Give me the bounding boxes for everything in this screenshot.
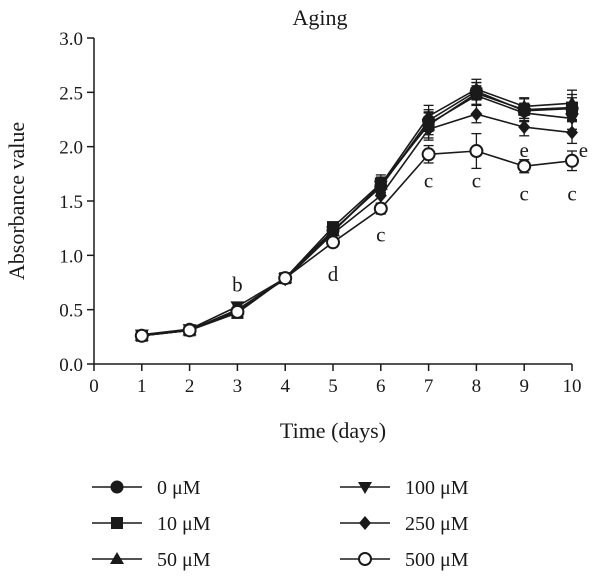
x-tick-label: 3 (233, 376, 243, 397)
series-line (141, 88, 573, 337)
data-point (182, 323, 197, 338)
legend-label: 100 μM (405, 477, 469, 499)
legend: 0 μM 10 μM 50 μM 100 μM 250 μM 500 μM (92, 477, 469, 571)
significance-annotation: c (376, 223, 385, 247)
data-point (326, 235, 340, 250)
series-triangle-up-filled (134, 78, 579, 341)
data-point (470, 107, 483, 122)
x-axis-label: Time (days) (280, 418, 386, 443)
annotation-layer: b dcc cc ce e (232, 138, 588, 297)
data-point (565, 153, 579, 168)
x-axis-ticks: 0 1 2 3 4 5 6 7 8 9 10 (89, 364, 582, 397)
y-tick-label: 2.5 (59, 83, 83, 104)
data-point (566, 125, 578, 140)
data-point (373, 180, 388, 193)
series-square-filled (135, 81, 578, 342)
x-tick-label: 10 (563, 376, 582, 397)
x-tick-label: 0 (89, 376, 99, 397)
legend-label: 10 μM (157, 513, 211, 535)
y-tick-label: 2.0 (59, 138, 83, 159)
legend-item: 500 μM (340, 549, 469, 571)
y-axis-label: Absorbance value (4, 122, 29, 280)
series-circle-filled (135, 81, 579, 343)
data-point (278, 271, 293, 286)
data-point (230, 304, 245, 319)
series-circle-open (134, 132, 579, 343)
series-line (141, 90, 573, 337)
data-point (421, 147, 436, 162)
x-tick-label: 4 (280, 376, 290, 397)
legend-label: 0 μM (157, 477, 201, 499)
series-layer (134, 78, 579, 343)
legend-item: 10 μM (92, 513, 211, 535)
y-axis-ticks: 0.0 0.5 1.0 1.5 2.0 2.5 3.0 (59, 29, 94, 376)
legend-label: 50 μM (157, 549, 211, 571)
y-tick-label: 1.5 (59, 192, 83, 213)
legend-marker (358, 552, 372, 566)
x-tick-label: 5 (328, 376, 338, 397)
legend-item: 0 μM (92, 477, 201, 499)
data-point (134, 328, 149, 343)
legend-marker (358, 482, 372, 494)
legend-marker (110, 552, 124, 564)
legend-marker (110, 480, 124, 494)
legend-marker (359, 516, 371, 530)
series-line (141, 94, 573, 336)
legend-item: 250 μM (340, 513, 469, 535)
data-point (469, 144, 484, 159)
significance-annotation: c (472, 168, 481, 192)
legend-item: 50 μM (92, 549, 211, 571)
data-point (469, 90, 484, 103)
significance-annotation: b (232, 273, 243, 297)
data-point (517, 107, 532, 120)
legend-marker (111, 517, 123, 529)
x-tick-label: 9 (519, 376, 529, 397)
y-tick-label: 0.5 (59, 301, 83, 322)
data-point (374, 188, 387, 203)
series-line (141, 113, 573, 337)
legend-label: 250 μM (405, 513, 469, 535)
data-point (517, 159, 532, 174)
data-point (565, 113, 579, 126)
x-tick-label: 7 (424, 376, 434, 397)
y-tick-label: 3.0 (59, 29, 83, 50)
data-point (422, 122, 435, 137)
plot-area: 0.0 0.5 1.0 1.5 2.0 2.5 3.0 0 1 2 3 4 5 6 7 8 9 10 b d c c c… (59, 29, 588, 397)
y-tick-label: 1.0 (59, 246, 83, 267)
data-point (565, 96, 579, 109)
x-tick-label: 1 (137, 376, 147, 397)
x-tick-label: 6 (376, 376, 386, 397)
significance-annotation: e (579, 138, 588, 162)
significance-annotation: d (328, 262, 339, 286)
legend-label: 500 μM (405, 549, 469, 571)
y-tick-label: 0.0 (59, 355, 83, 376)
data-point (373, 201, 388, 216)
significance-annotation: c (424, 168, 433, 192)
series-line (141, 150, 573, 337)
significance-annotation: e (520, 138, 529, 162)
x-tick-label: 8 (472, 376, 482, 397)
chart-title: Aging (293, 5, 348, 30)
legend-item: 100 μM (340, 477, 469, 499)
significance-annotation: c (520, 181, 529, 205)
significance-annotation: c (567, 181, 576, 205)
data-point (518, 120, 531, 135)
x-tick-label: 2 (185, 376, 195, 397)
series-diamond-filled (135, 104, 578, 343)
